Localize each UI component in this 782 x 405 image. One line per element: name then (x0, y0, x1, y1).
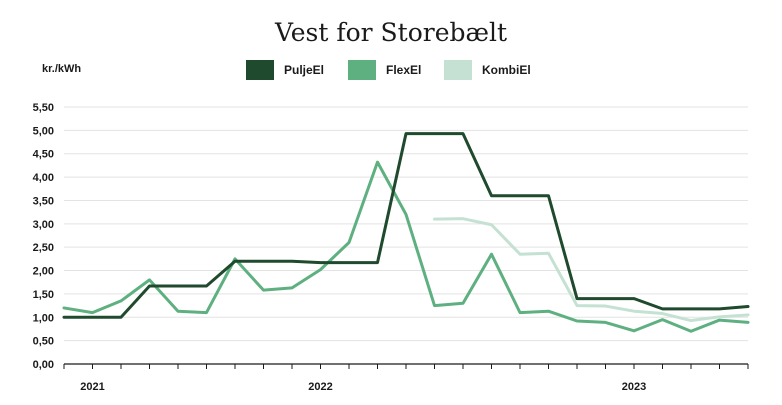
y-tick-label: 0,50 (33, 336, 54, 348)
legend-swatch-kombiel (444, 60, 472, 80)
y-tick-label: 5,50 (33, 102, 54, 114)
x-tick-label: 2021 (80, 381, 104, 393)
y-axis-unit-label: kr./kWh (42, 63, 82, 75)
y-axis-ticks: 0,00 0,50 1,00 1,50 2,00 2,50 3,00 3,50 4,00 4,50… (33, 102, 54, 371)
x-tick-label: 2022 (308, 381, 332, 393)
y-tick-label: 5,00 (33, 125, 54, 137)
legend-label-flexel: FlexEl (386, 63, 422, 77)
legend-swatch-puljeel (246, 60, 274, 80)
chart-title: Vest for Storebælt (274, 18, 508, 47)
series-line-kombiel (433, 217, 750, 323)
y-tick-label: 2,00 (33, 266, 54, 278)
y-tick-label: 2,50 (33, 242, 54, 254)
y-tick-label: 3,00 (33, 219, 54, 231)
y-tick-label: 4,50 (33, 149, 54, 161)
grid-lines (64, 106, 748, 365)
series-line-puljeel (62, 132, 750, 319)
legend-label-kombiel: KombiEl (482, 63, 531, 77)
legend-item-kombiel: KombiEl (444, 60, 531, 80)
y-tick-label: 0,00 (33, 359, 54, 371)
x-tick-label: 2023 (622, 381, 646, 393)
legend-swatch-flexel (348, 60, 376, 80)
series-line-flexel (62, 160, 750, 333)
series-lines (62, 132, 750, 333)
legend-item-flexel: FlexEl (348, 60, 421, 80)
y-tick-label: 1,00 (33, 312, 54, 324)
legend-item-puljeel: PuljeEl (246, 60, 324, 80)
y-tick-label: 1,50 (33, 289, 54, 301)
y-tick-label: 3,50 (33, 195, 54, 207)
x-axis: 2021 2022 2023 (63, 363, 749, 393)
legend-label-puljeel: PuljeEl (284, 63, 325, 77)
y-tick-label: 4,00 (33, 172, 54, 184)
